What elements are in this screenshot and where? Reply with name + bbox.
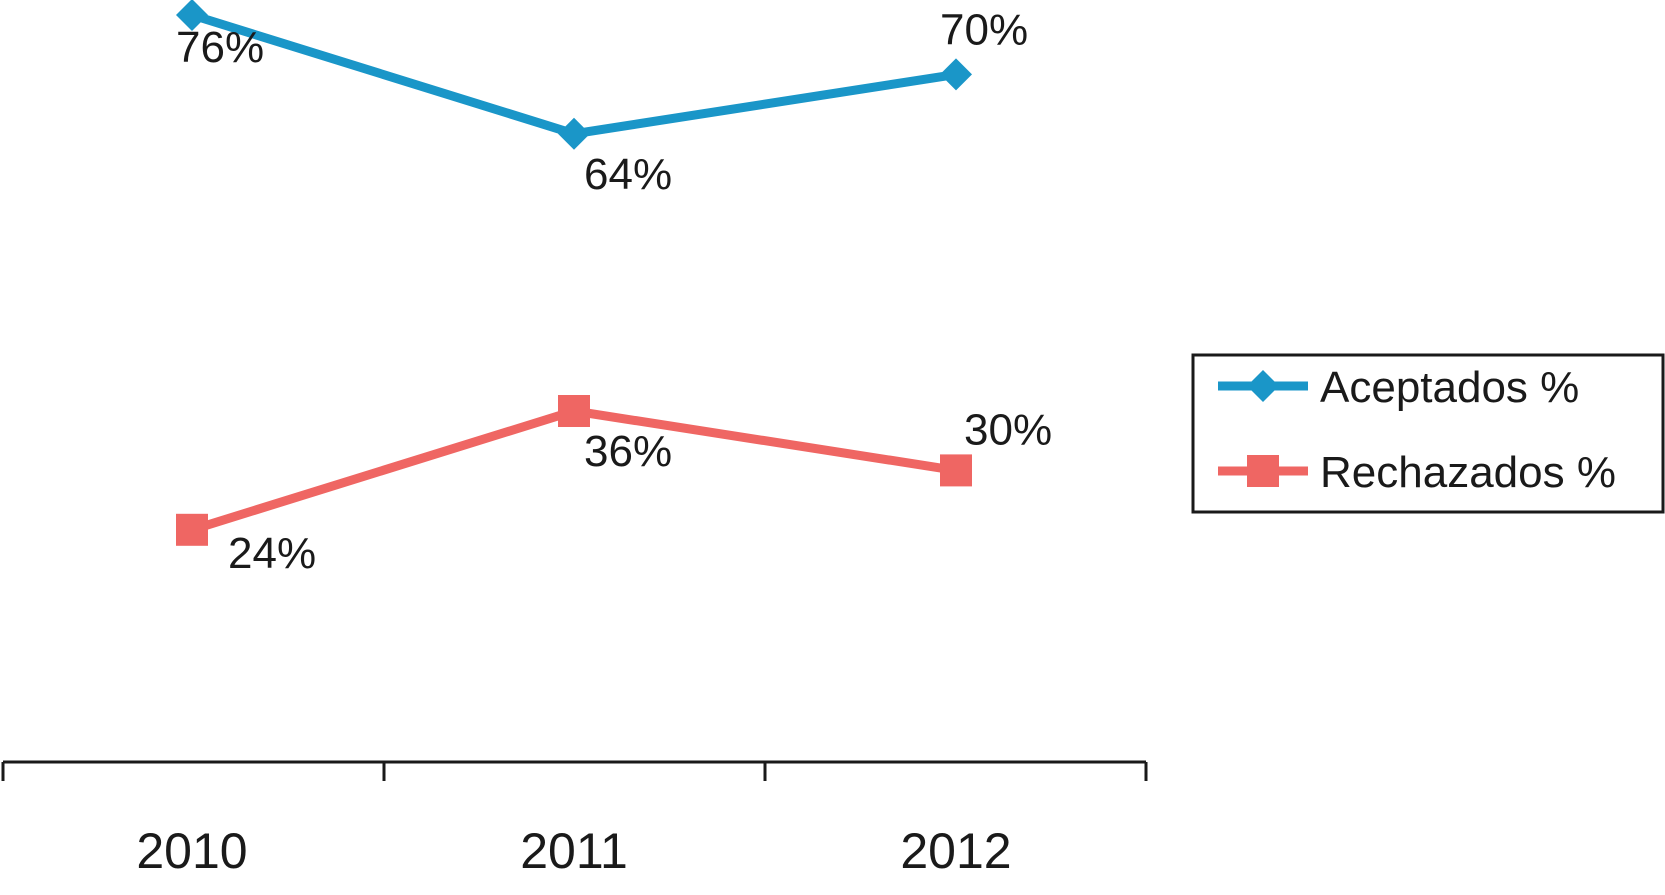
- data-label: 70%: [940, 5, 1028, 54]
- data-point: [176, 0, 208, 31]
- series-line-0: [190, 10, 957, 139]
- data-point: [558, 117, 590, 150]
- data-label: 36%: [584, 427, 672, 476]
- data-label: 64%: [584, 150, 672, 199]
- legend-label: Rechazados %: [1320, 448, 1616, 497]
- legend-label: Aceptados %: [1320, 363, 1579, 412]
- x-axis: 2010 2011 2012: [1, 760, 1148, 879]
- legend: Aceptados % Rechazados %: [1191, 353, 1665, 514]
- data-label: 24%: [228, 529, 316, 578]
- x-tick-label: 2011: [520, 823, 628, 879]
- data-point: [940, 58, 972, 91]
- legend-swatch-marker: [1247, 455, 1279, 487]
- data-labels: 76% 64% 70% 24% 36% 30%: [176, 5, 1052, 577]
- data-point: [176, 513, 208, 546]
- legend-swatch-marker: [1247, 370, 1279, 402]
- series-layer: [176, 0, 972, 546]
- data-point: [940, 454, 972, 487]
- series-line-1: [190, 406, 957, 535]
- x-tick-label: 2012: [900, 823, 1011, 879]
- x-tick-label: 2010: [136, 823, 247, 879]
- data-label: 76%: [176, 23, 264, 72]
- data-label: 30%: [964, 405, 1052, 454]
- data-point: [558, 395, 590, 427]
